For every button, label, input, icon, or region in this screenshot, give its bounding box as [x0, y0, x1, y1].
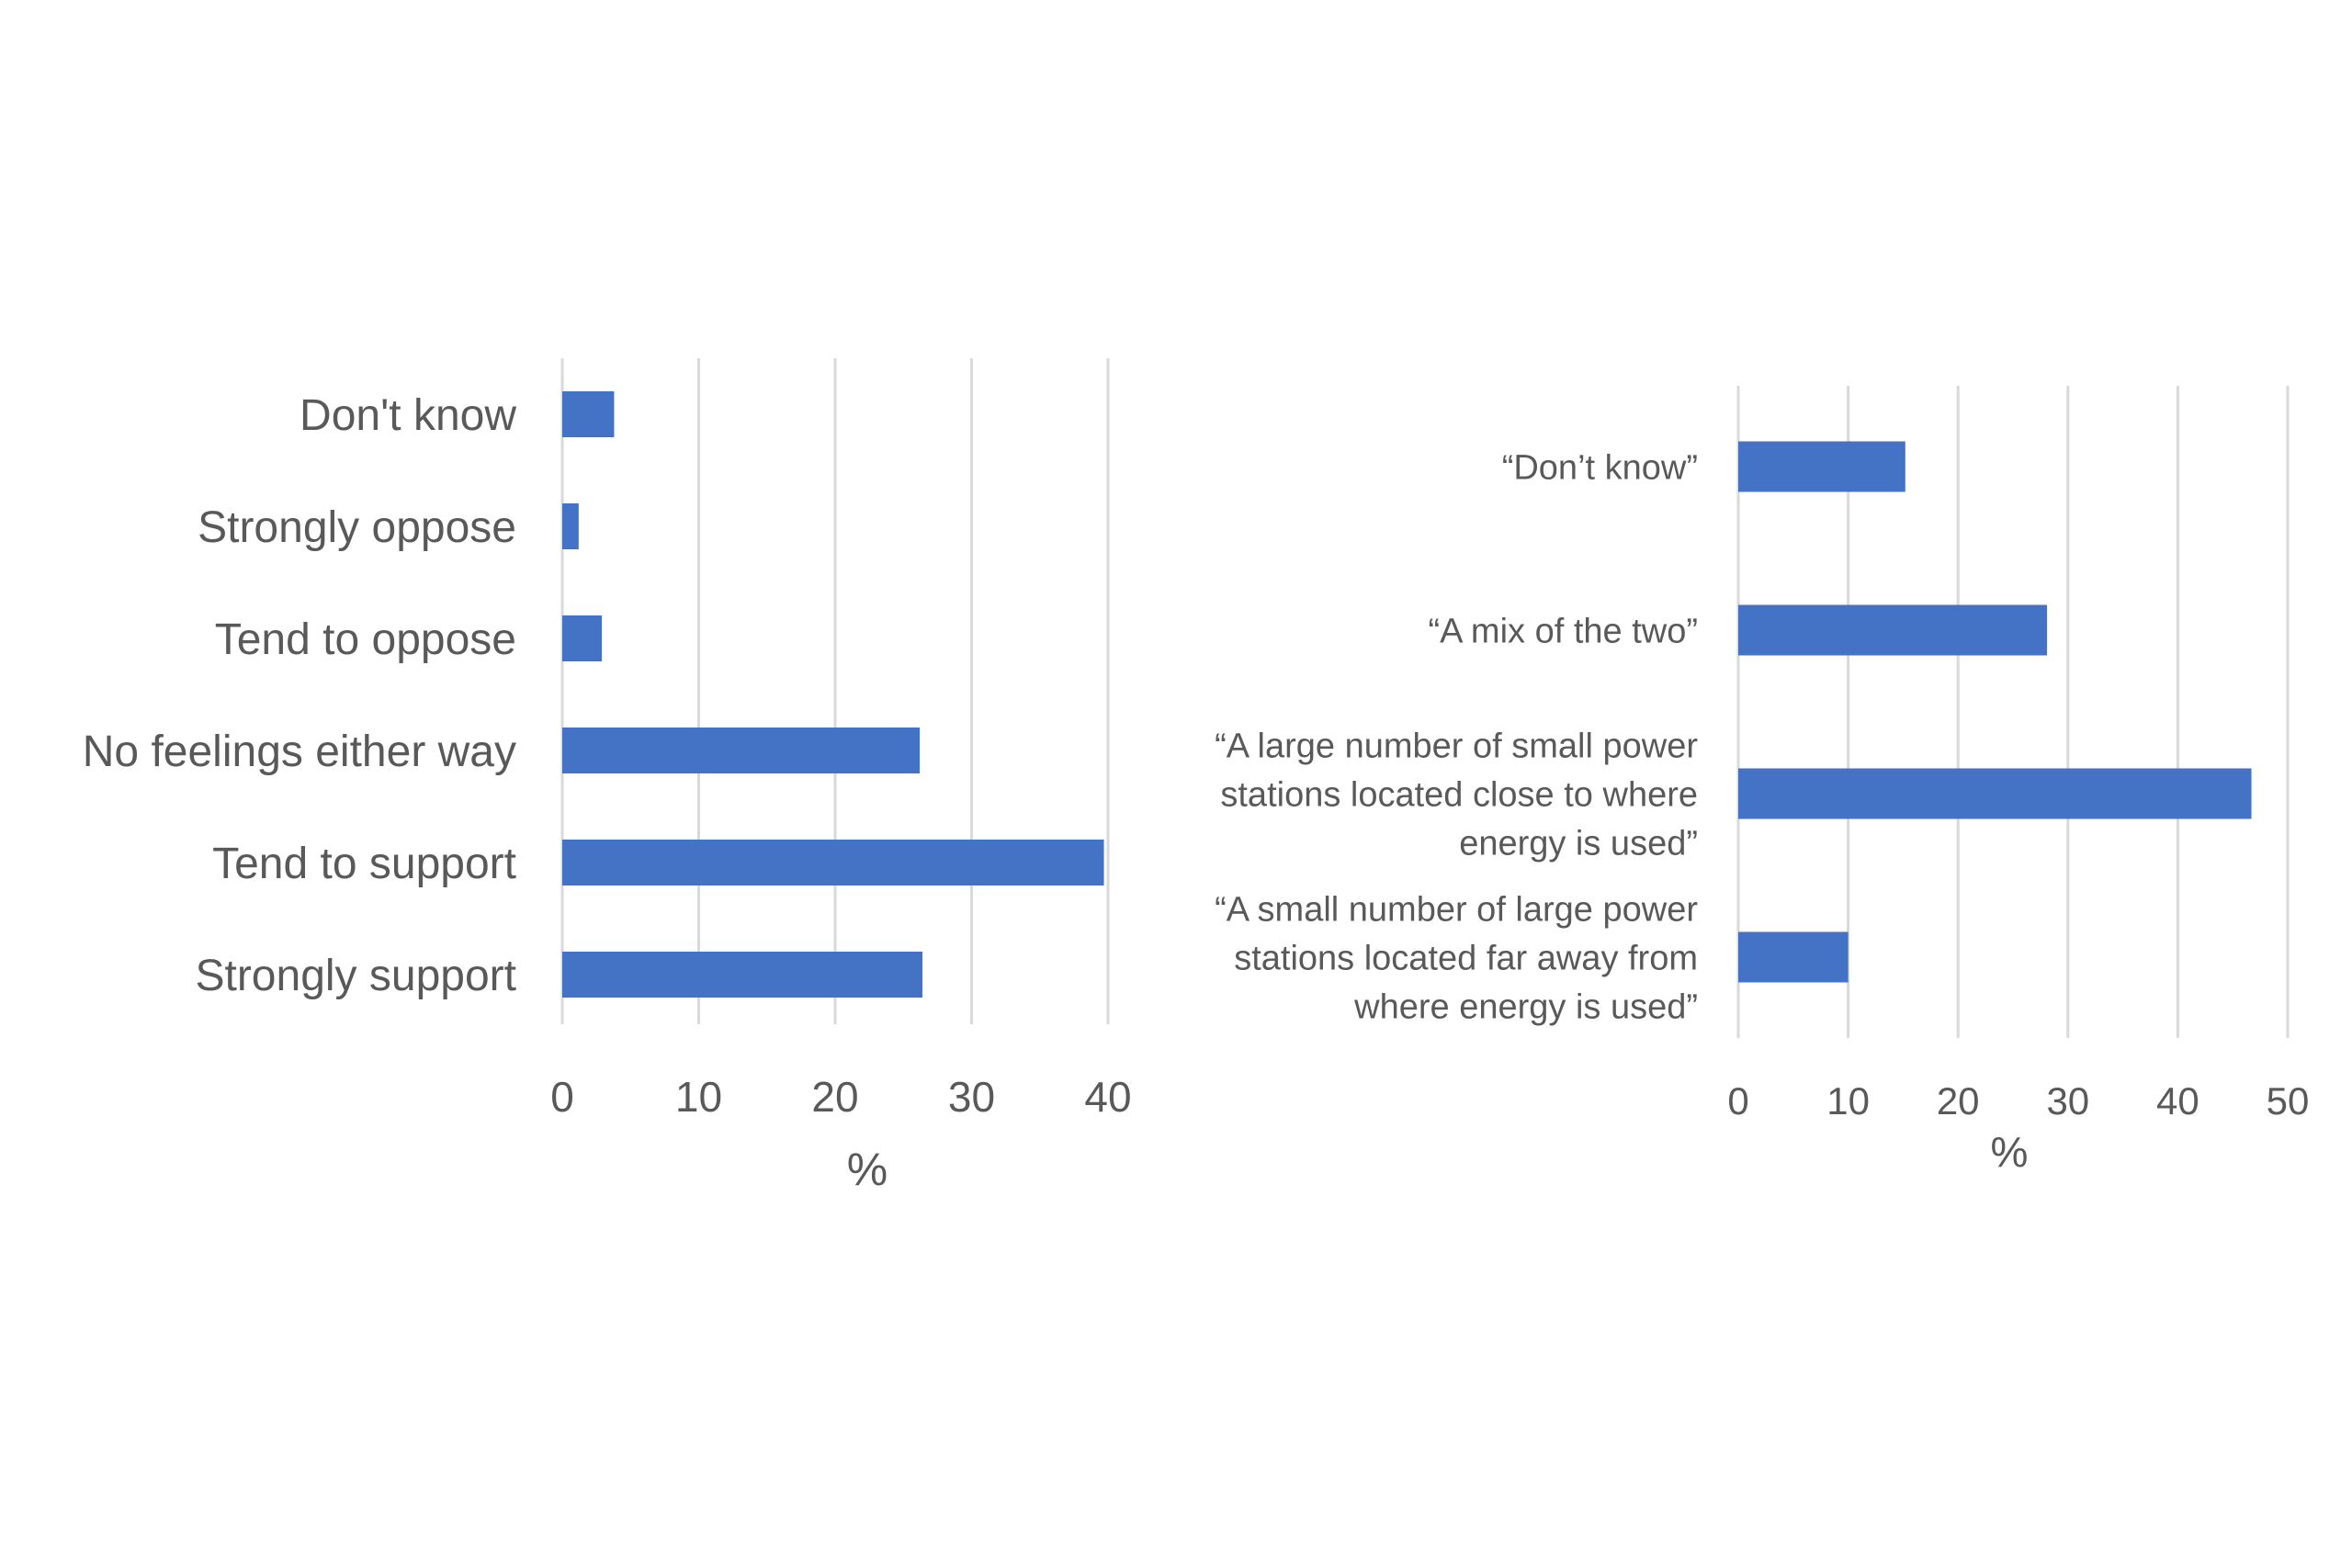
category-label: “A large number of small power stations l…	[1215, 727, 1698, 863]
x-axis-label: %	[1991, 1128, 2029, 1176]
chart-support-opposition: Don't know Strongly oppose Tend to oppose N…	[83, 358, 1132, 1195]
category-label: Strongly oppose	[198, 503, 516, 552]
x-tick-label: 10	[1826, 1079, 1870, 1122]
x-tick-label: 40	[1084, 1073, 1131, 1121]
x-axis-label: %	[847, 1144, 888, 1195]
category-label-line: energy is used”	[1459, 824, 1698, 863]
bar	[1738, 931, 1849, 983]
category-label: Strongly support	[195, 952, 516, 1000]
x-tick-label: 30	[2046, 1079, 2089, 1122]
chart-power-station-preference: “Don’t know” “A mix of the two” “A large n…	[1215, 386, 2309, 1176]
category-label-line: “A small number of large power	[1215, 890, 1698, 929]
x-tick-label: 30	[948, 1073, 995, 1121]
category-label-line: Strongly support	[195, 952, 516, 1000]
category-label-line: “A mix of the two”	[1428, 612, 1698, 650]
bar	[562, 615, 603, 661]
bar	[1738, 441, 1905, 492]
category-label: Tend to oppose	[215, 615, 516, 664]
category-label-line: Don't know	[300, 391, 516, 440]
category-label: “A small number of large power stations l…	[1215, 890, 1698, 1026]
bar	[1738, 768, 2252, 819]
x-tick-label: 50	[2267, 1079, 2310, 1122]
x-tick-label: 0	[550, 1073, 574, 1121]
category-label: Tend to support	[212, 840, 516, 888]
bar	[562, 728, 921, 773]
bar	[1738, 604, 2048, 656]
category-label: “Don’t know”	[1502, 448, 1698, 487]
category-label-line: Tend to oppose	[215, 615, 516, 664]
category-label-line: Strongly oppose	[198, 503, 516, 552]
x-tick-label: 10	[675, 1073, 722, 1121]
x-tick-label: 20	[1937, 1079, 1980, 1122]
category-label: No feelings either way	[83, 728, 516, 776]
category-label-line: “Don’t know”	[1502, 448, 1698, 487]
bar	[562, 391, 615, 437]
category-label-line: stations located close to where	[1220, 775, 1698, 814]
category-label: “A mix of the two”	[1428, 612, 1698, 650]
x-tick-label: 20	[811, 1073, 858, 1121]
category-label-line: where energy is used”	[1353, 987, 1698, 1026]
category-label-line: No feelings either way	[83, 728, 516, 776]
category-label: Don't know	[300, 391, 516, 440]
bar	[562, 503, 579, 549]
bar	[562, 952, 923, 998]
category-label-line: “A large number of small power	[1215, 727, 1698, 765]
category-label-line: Tend to support	[212, 840, 516, 888]
bar	[562, 840, 1104, 886]
x-tick-label: 0	[1727, 1079, 1748, 1122]
category-label-line: stations located far away from	[1234, 939, 1698, 977]
x-tick-label: 40	[2156, 1079, 2199, 1122]
